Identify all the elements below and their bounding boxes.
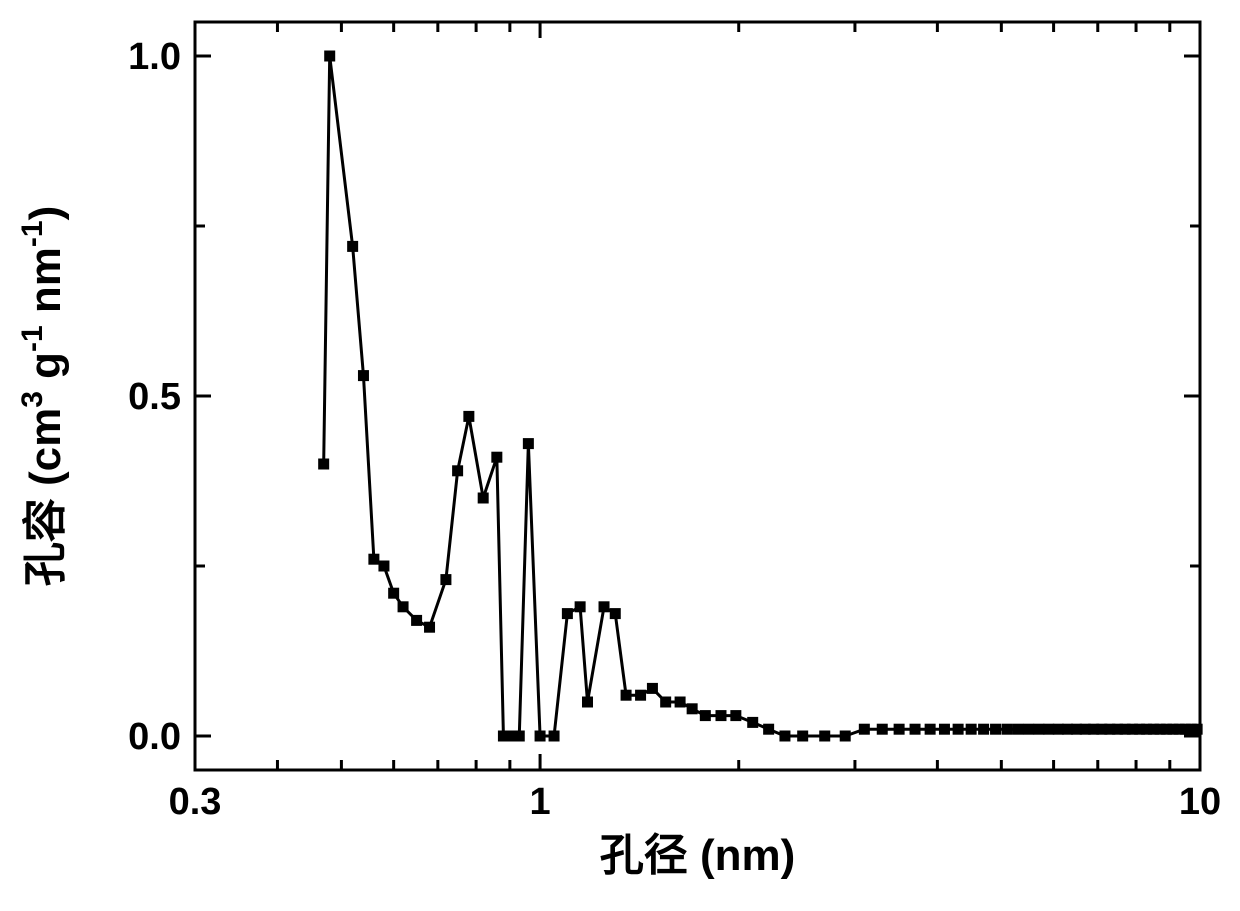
data-marker	[1024, 724, 1034, 734]
x-tick-labels: 1 10 0.3	[169, 781, 1222, 823]
data-marker	[535, 731, 545, 741]
data-marker	[505, 731, 515, 741]
y-tick-label: 0.5	[128, 376, 181, 418]
data-marker	[425, 622, 435, 632]
series-line	[324, 56, 1197, 736]
data-marker	[877, 724, 887, 734]
data-marker	[398, 602, 408, 612]
x-tick-label: 0.3	[169, 781, 222, 823]
data-marker	[910, 724, 920, 734]
x-axis-title: 孔径 (nm)	[600, 831, 796, 880]
data-marker	[583, 697, 593, 707]
x-tick-label: 10	[1179, 781, 1221, 823]
data-marker	[953, 724, 963, 734]
chart-svg: 1 10 0.3 0.0 0.5 1.0 孔径 (nm) 孔容 (cm3 g-1 nm-…	[0, 0, 1240, 911]
data-marker	[894, 724, 904, 734]
series-markers	[319, 51, 1202, 741]
data-marker	[441, 575, 451, 585]
data-marker	[780, 731, 790, 741]
y-tick-labels: 0.0 0.5 1.0	[128, 36, 181, 758]
data-marker	[1044, 724, 1054, 734]
data-marker	[523, 439, 533, 449]
data-marker	[661, 697, 671, 707]
data-marker	[798, 731, 808, 741]
data-marker	[621, 690, 631, 700]
data-marker	[636, 690, 646, 700]
y-axis-title: 孔容 (cm3 g-1 nm-1)	[16, 206, 70, 587]
data-marker	[492, 452, 502, 462]
data-marker	[319, 459, 329, 469]
data-marker	[647, 683, 657, 693]
data-marker	[1053, 724, 1063, 734]
data-marker	[325, 51, 335, 61]
y-tick-label: 1.0	[128, 36, 181, 78]
data-marker	[549, 731, 559, 741]
data-marker	[700, 711, 710, 721]
data-marker	[925, 724, 935, 734]
data-marker	[610, 609, 620, 619]
data-marker	[1192, 724, 1202, 734]
data-marker	[1002, 724, 1012, 734]
plot-border	[195, 22, 1200, 770]
data-marker	[575, 602, 585, 612]
data-marker	[412, 615, 422, 625]
data-marker	[369, 554, 379, 564]
data-marker	[716, 711, 726, 721]
data-marker	[687, 704, 697, 714]
y-tick-label: 0.0	[128, 716, 181, 758]
data-marker	[731, 711, 741, 721]
data-marker	[599, 602, 609, 612]
data-marker	[478, 493, 488, 503]
data-marker	[840, 731, 850, 741]
data-marker	[748, 717, 758, 727]
data-marker	[820, 731, 830, 741]
data-marker	[514, 731, 524, 741]
data-marker	[358, 371, 368, 381]
x-tick-label: 1	[529, 781, 550, 823]
data-marker	[348, 241, 358, 251]
data-marker	[675, 697, 685, 707]
pore-distribution-chart: { "chart": { "type": "line-scatter", "ba…	[0, 0, 1240, 911]
data-marker	[453, 466, 463, 476]
data-marker	[764, 724, 774, 734]
x-ticks	[195, 22, 1200, 770]
data-marker	[464, 411, 474, 421]
data-marker	[966, 724, 976, 734]
data-marker	[859, 724, 869, 734]
data-marker	[939, 724, 949, 734]
data-marker	[1013, 724, 1023, 734]
y-ticks	[195, 56, 1200, 736]
data-marker	[562, 609, 572, 619]
data-marker	[1034, 724, 1044, 734]
data-marker	[991, 724, 1001, 734]
data-marker	[979, 724, 989, 734]
data-marker	[379, 561, 389, 571]
data-marker	[389, 588, 399, 598]
